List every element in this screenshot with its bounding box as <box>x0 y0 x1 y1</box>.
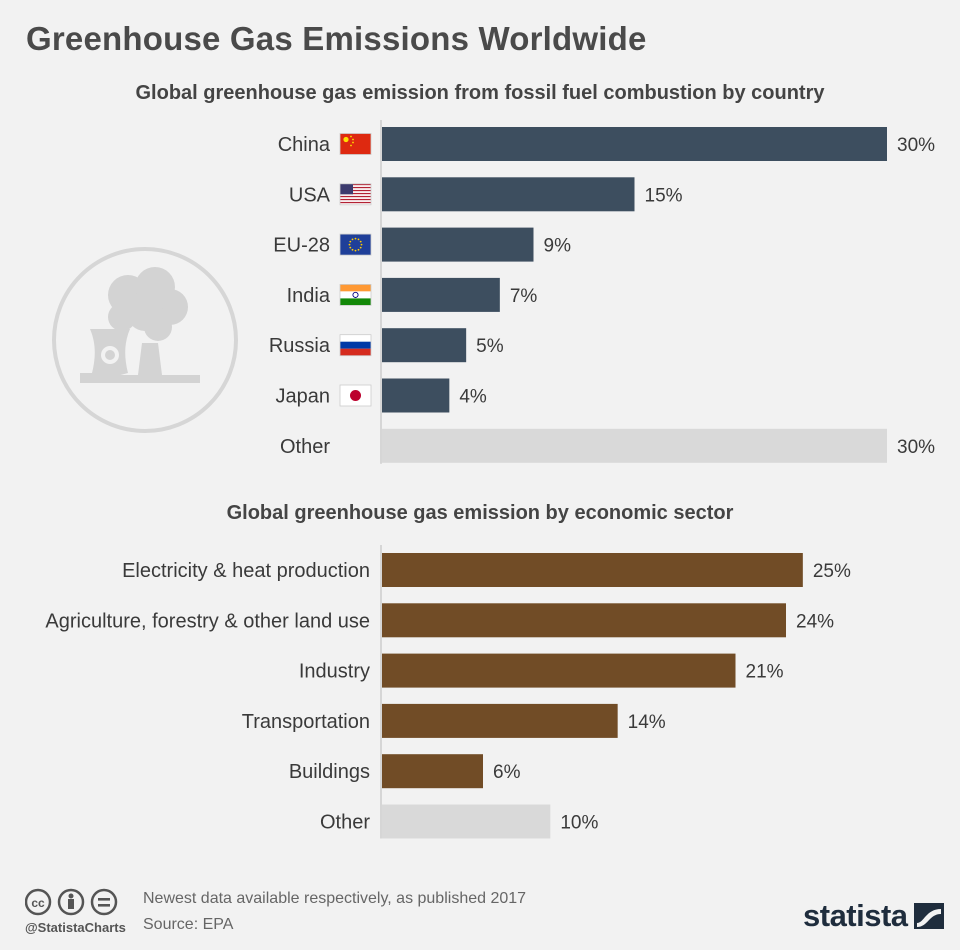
bar-group: 21% Industry <box>299 653 784 688</box>
value-label: 30% <box>897 437 935 458</box>
india-flag-icon <box>339 283 372 306</box>
chart-1-title: Global greenhouse gas emission from foss… <box>135 82 825 104</box>
attribution-icon <box>57 888 85 916</box>
bar <box>382 177 635 212</box>
bar <box>382 804 551 839</box>
bar <box>382 277 500 312</box>
bar <box>382 127 887 161</box>
bar <box>382 703 618 738</box>
value-label: 4% <box>459 387 487 408</box>
no-derivatives-icon <box>90 888 118 916</box>
category-label: Other <box>280 436 330 458</box>
bar-group: 25% Electricity & heat production <box>122 553 851 587</box>
value-label: 9% <box>544 236 572 257</box>
bar <box>382 378 450 413</box>
svg-text:cc: cc <box>31 896 45 910</box>
value-label: 21% <box>746 662 784 683</box>
bar <box>382 754 483 789</box>
value-label: 5% <box>476 336 504 357</box>
category-label: China <box>278 134 331 156</box>
bar-group: 4% Japan <box>276 378 487 413</box>
category-label: Russia <box>269 335 331 357</box>
value-label: 24% <box>796 611 834 632</box>
eu-flag-icon <box>339 233 372 256</box>
category-label: India <box>287 285 331 307</box>
category-label: EU-28 <box>273 235 330 257</box>
bar <box>382 603 786 638</box>
category-label: Industry <box>299 661 370 683</box>
usa-flag-icon <box>339 183 372 206</box>
category-label: Electricity & heat production <box>122 560 370 582</box>
value-label: 10% <box>560 813 598 834</box>
bar-group: 15% USA <box>289 177 683 212</box>
bar-group: 30% China <box>278 127 935 161</box>
bar-group: 9% EU-28 <box>273 227 572 262</box>
category-label: Agriculture, forestry & other land use <box>45 610 370 632</box>
page-title: Greenhouse Gas Emissions Worldwide <box>26 20 647 57</box>
footer-handle[interactable]: @StatistaCharts <box>25 920 126 935</box>
chart-2-title: Global greenhouse gas emission by econom… <box>226 502 734 524</box>
bar <box>382 428 887 463</box>
footer-source: Source: EPA <box>143 916 234 933</box>
statista-brand[interactable]: statista <box>803 898 944 934</box>
footer-note: Newest data available respectively, as p… <box>143 890 527 907</box>
category-label: Buildings <box>289 761 370 783</box>
cc-icon: cc <box>25 888 52 916</box>
china-flag-icon <box>339 133 372 155</box>
bar-group: 5% Russia <box>269 328 504 363</box>
russia-flag-icon <box>339 334 372 357</box>
bar-group: 6% Buildings <box>289 754 521 789</box>
value-label: 7% <box>510 286 538 307</box>
category-label: USA <box>289 184 331 206</box>
japan-flag-icon <box>339 384 372 407</box>
bar <box>382 653 736 688</box>
factory-icon <box>52 247 238 433</box>
value-label: 14% <box>628 712 666 733</box>
value-label: 25% <box>813 561 851 582</box>
bar <box>382 227 534 262</box>
category-label: Transportation <box>242 711 370 733</box>
bar <box>382 553 803 587</box>
brand-name: statista <box>803 898 908 933</box>
bar-group: 7% India <box>287 277 538 312</box>
value-label: 30% <box>897 135 935 156</box>
country-bar-chart: 30% China 15% USA 9% EU-28 7% India 5% Russia 4% Ja… <box>269 120 935 464</box>
bar-group: 30% Other <box>280 428 935 463</box>
value-label: 6% <box>493 762 521 783</box>
sector-bar-chart: 25% Electricity & heat production 24% Agric… <box>45 545 851 839</box>
category-label: Other <box>320 812 370 834</box>
value-label: 15% <box>645 185 683 206</box>
bar-group: 14% Transportation <box>242 703 666 738</box>
bar-group: 24% Agriculture, forestry & other land us… <box>45 603 834 638</box>
statista-logo-icon <box>913 903 944 929</box>
category-label: Japan <box>276 386 331 408</box>
bar-group: 10% Other <box>320 804 598 839</box>
license-icons: cc <box>25 888 118 916</box>
bar <box>382 328 467 363</box>
